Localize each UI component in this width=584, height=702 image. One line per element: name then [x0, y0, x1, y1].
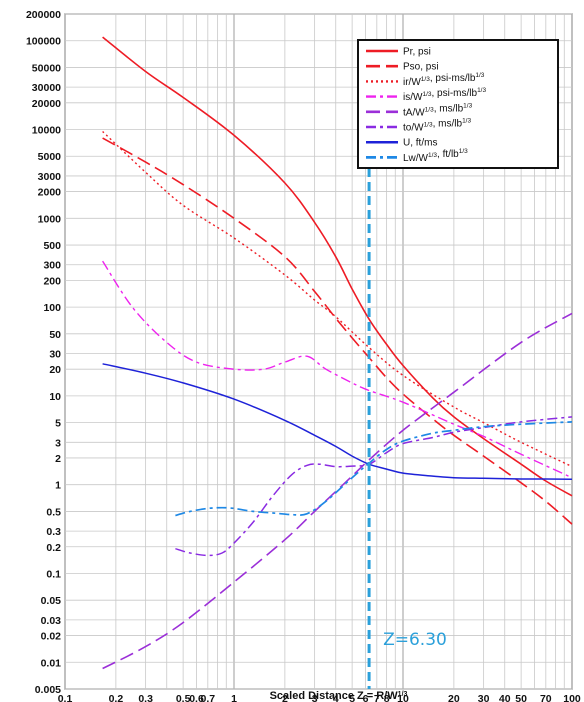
x-tick-label: 70 — [540, 693, 552, 702]
x-tick-label: 6 — [363, 693, 369, 702]
y-tick-label: 0.05 — [41, 595, 62, 607]
y-tick-label: 2000 — [38, 187, 62, 199]
x-tick-label: 2 — [282, 693, 288, 702]
y-tick-label: 10000 — [32, 125, 61, 137]
y-tick-label: 50 — [49, 329, 61, 341]
x-tick-label: 0.2 — [109, 693, 124, 702]
series-line-1 — [102, 36, 573, 497]
y-tick-label: 5 — [55, 418, 61, 430]
x-tick-label: 4 — [333, 693, 339, 702]
series-line-8 — [175, 421, 573, 517]
y-tick-label: 300 — [43, 260, 61, 272]
y-tick-label: 30 — [49, 349, 61, 361]
y-tick-label: 100 — [43, 302, 61, 314]
x-tick-label: 5 — [349, 693, 355, 702]
legend-label-3: ir/W1/3, psi-ms/lb1/3 — [403, 72, 485, 88]
legend-label-5: tA/W1/3, ms/lb1/3 — [403, 102, 473, 118]
x-tick-label: 7 — [374, 693, 380, 702]
legend-label-6: to/W1/3, ms/lb1/3 — [403, 118, 471, 134]
x-tick-label: 0.7 — [201, 693, 216, 702]
x-tick-label: 40 — [499, 693, 511, 702]
reference-line-label: Z=6.30 — [383, 630, 447, 650]
legend-label-7: U, ft/ms — [403, 138, 437, 149]
y-tick-label: 200000 — [26, 9, 61, 21]
y-tick-label: 10 — [49, 391, 61, 403]
y-tick-label: 3000 — [38, 171, 62, 183]
x-tick-label: 50 — [515, 693, 527, 702]
x-tick-label: 30 — [478, 693, 490, 702]
y-tick-label: 50000 — [32, 62, 61, 74]
x-tick-label: 8 — [384, 693, 390, 702]
y-tick-label: 0.1 — [46, 568, 61, 580]
y-tick-label: 0.03 — [41, 615, 62, 627]
x-axis-label: Scaled Distance Z = R/W1/3 — [270, 690, 408, 702]
series-line-3 — [102, 130, 573, 468]
y-tick-label: 0.01 — [41, 657, 62, 669]
y-tick-label: 20000 — [32, 98, 61, 110]
x-axis-ticks: 0.1 0.2 0.3 0.50.60.7 1 2 3 4 5 6 7 8 10 20 30 40 50 70 10… — [58, 693, 581, 702]
y-tick-label: 2 — [55, 453, 61, 465]
legend-label-8: Lw/W1/3, ft/lb1/3 — [403, 148, 468, 164]
y-tick-label: 0.02 — [41, 631, 62, 643]
legend-label-4: is/W1/3, psi-ms/lb1/3 — [403, 87, 486, 103]
y-tick-label: 0.005 — [35, 684, 61, 696]
x-tick-label: 0.3 — [138, 693, 153, 702]
y-tick-label: 30000 — [32, 82, 61, 94]
x-tick-label: 0.1 — [58, 693, 73, 702]
x-tick-label: 0.5 — [176, 693, 191, 702]
x-tick-label: 3 — [312, 693, 318, 702]
y-tick-label: 1 — [55, 480, 61, 492]
y-tick-label: 0.5 — [46, 506, 61, 518]
series-line-5 — [102, 312, 573, 670]
series-line-6 — [175, 416, 573, 557]
y-tick-label: 1000 — [38, 213, 62, 225]
y-tick-label: 0.2 — [46, 542, 61, 554]
y-tick-label: 3 — [55, 437, 61, 449]
y-tick-label: 100000 — [26, 36, 61, 48]
reference-line: Z=6.30 — [367, 168, 447, 689]
y-axis-ticks: 2000001000005000030000200001000050003000… — [26, 9, 61, 696]
y-tick-label: 500 — [43, 240, 61, 252]
x-tick-label: 0.6 — [189, 693, 204, 702]
x-tick-label: 10 — [397, 693, 409, 702]
legend-box — [357, 39, 559, 169]
legend-label-1: Pr, psi — [403, 47, 431, 58]
y-tick-label: 200 — [43, 275, 61, 287]
y-tick-label: 0.3 — [46, 526, 61, 538]
x-tick-label: 100 — [563, 693, 581, 702]
y-tick-label: 20 — [49, 364, 61, 376]
x-tick-label: 20 — [448, 693, 460, 702]
y-tick-label: 5000 — [38, 151, 62, 163]
x-tick-label: 1 — [231, 693, 237, 702]
legend-label-2: Pso, psi — [403, 62, 439, 73]
